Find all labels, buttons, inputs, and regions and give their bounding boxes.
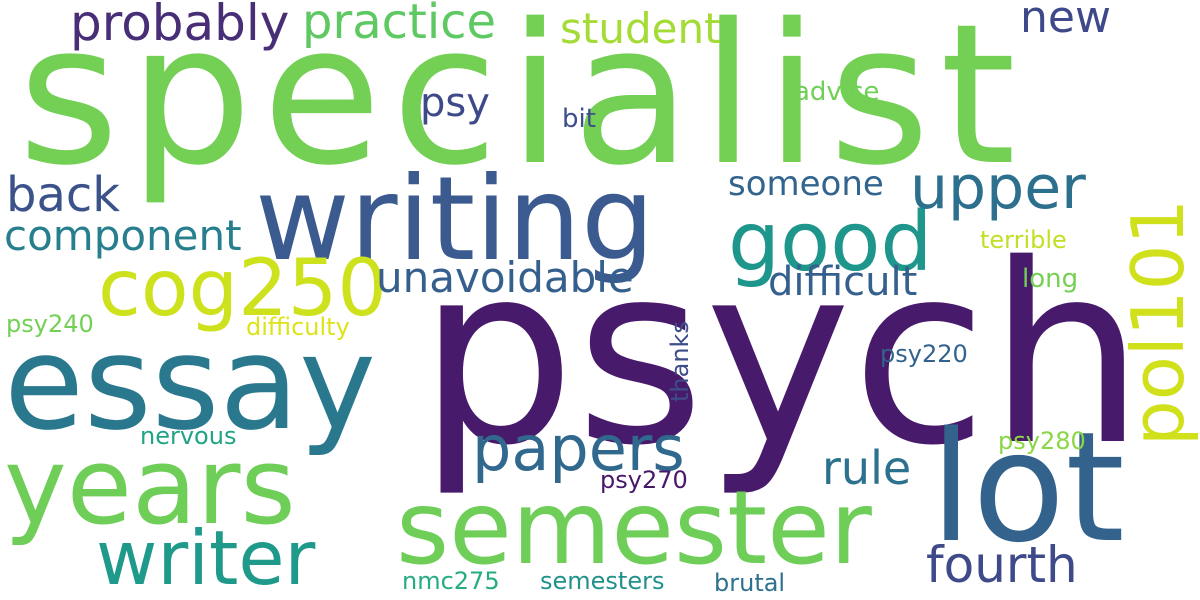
word-lot: lot — [930, 399, 1125, 576]
word-psych: psych — [418, 212, 1145, 500]
word-difficult: difficult — [768, 259, 918, 305]
word-difficulty: difficulty — [246, 313, 350, 341]
word-fourth: fourth — [926, 536, 1078, 594]
word-advice: advice — [794, 77, 880, 107]
word-cog250: cog250 — [98, 244, 387, 334]
word-good: good — [728, 195, 933, 290]
word-thanks: thanks — [666, 321, 694, 402]
word-probably: probably — [70, 0, 290, 52]
word-back: back — [6, 167, 121, 223]
word-upper: upper — [910, 153, 1086, 223]
word-psy280: psy280 — [998, 427, 1086, 455]
word-psy240: psy240 — [6, 310, 94, 338]
word-new: new — [1020, 0, 1111, 43]
word-nervous: nervous — [140, 422, 237, 450]
word-rule: rule — [822, 441, 912, 495]
word-unavoidable: unavoidable — [376, 253, 634, 302]
word-brutal: brutal — [714, 569, 786, 597]
word-pol101: pol101 — [1116, 198, 1200, 446]
word-someone: someone — [728, 164, 884, 204]
word-papers: papers — [472, 412, 685, 485]
word-semester: semester — [396, 469, 872, 588]
word-long: long — [1022, 264, 1079, 294]
word-years: years — [4, 425, 296, 548]
word-writer: writer — [96, 514, 316, 600]
word-psy220: psy220 — [880, 340, 968, 368]
word-component: component — [4, 211, 242, 260]
word-writing: writing — [255, 152, 655, 287]
word-bit: bit — [562, 104, 596, 134]
word-psy: psy — [420, 80, 490, 126]
word-nmc275: nmc275 — [402, 567, 500, 595]
word-practice: practice — [302, 0, 497, 50]
word-semesters: semesters — [540, 567, 665, 595]
word-essay: essay — [4, 307, 377, 459]
word-terrible: terrible — [980, 226, 1067, 254]
word-psy270: psy270 — [600, 466, 688, 494]
word-student: student — [560, 4, 721, 53]
word-specialist: specialist — [18, 0, 1026, 208]
